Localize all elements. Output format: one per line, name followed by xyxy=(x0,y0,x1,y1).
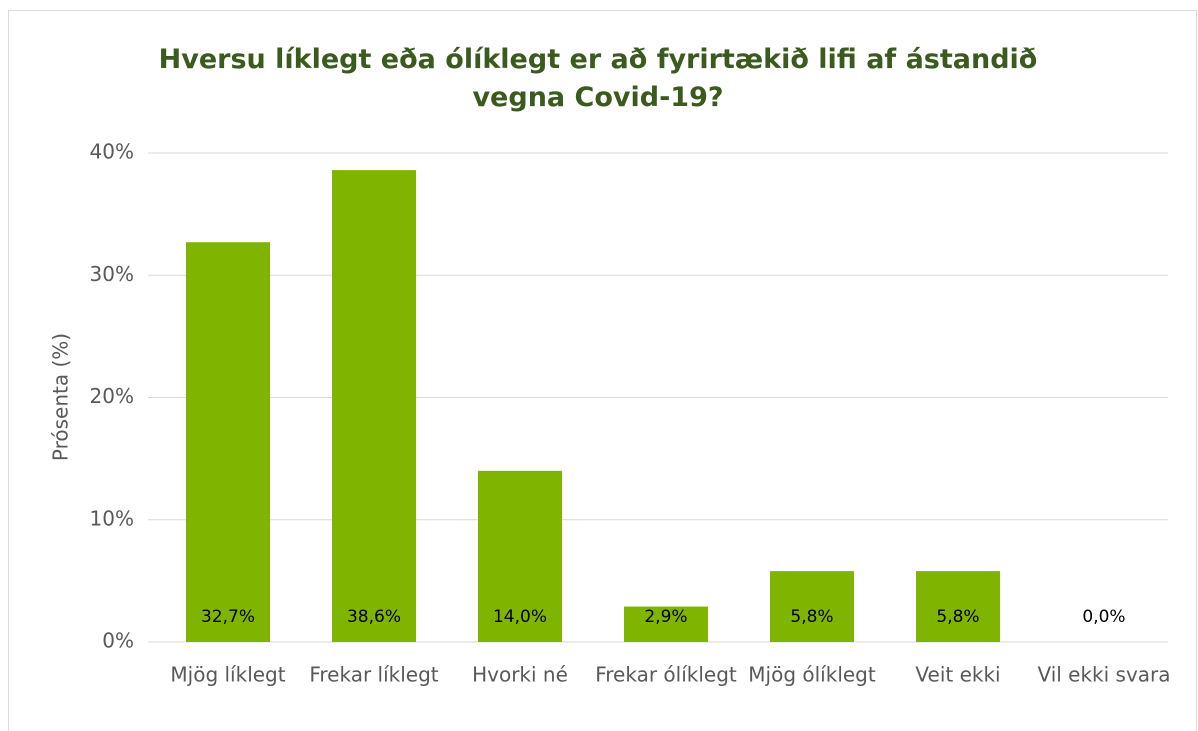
bar xyxy=(332,170,416,643)
bar xyxy=(624,606,708,642)
y-tick-label: 20% xyxy=(90,384,134,408)
x-tick-label: Mjög líklegt xyxy=(170,663,285,687)
x-tick-label: Vil ekki svara xyxy=(1037,663,1170,687)
y-tick-label: 10% xyxy=(90,506,134,530)
data-label: 5,8% xyxy=(936,607,979,627)
y-tick-label: 0% xyxy=(102,629,134,653)
bar xyxy=(770,571,854,642)
data-label: 32,7% xyxy=(201,607,255,627)
chart-title: Hversu líklegt eða ólíklegt er að fyrirt… xyxy=(159,44,1038,113)
bar xyxy=(186,242,270,642)
y-tick-label: 30% xyxy=(90,262,134,286)
x-tick-label: Mjög ólíklegt xyxy=(748,663,876,687)
data-label: 2,9% xyxy=(644,607,687,627)
data-label: 0,0% xyxy=(1082,607,1125,627)
y-axis-label: Prósenta (%) xyxy=(49,333,73,461)
y-tick-label: 40% xyxy=(90,140,134,164)
x-tick-label: Frekar líklegt xyxy=(309,663,438,687)
x-tick-label: Veit ekki xyxy=(915,663,1000,687)
data-label: 38,6% xyxy=(347,607,401,627)
bar xyxy=(916,571,1000,642)
bar xyxy=(478,470,562,642)
x-tick-label: Hvorki né xyxy=(472,663,568,687)
data-label: 14,0% xyxy=(493,607,547,627)
data-label: 5,8% xyxy=(790,607,833,627)
x-tick-label: Frekar ólíklegt xyxy=(595,663,737,687)
